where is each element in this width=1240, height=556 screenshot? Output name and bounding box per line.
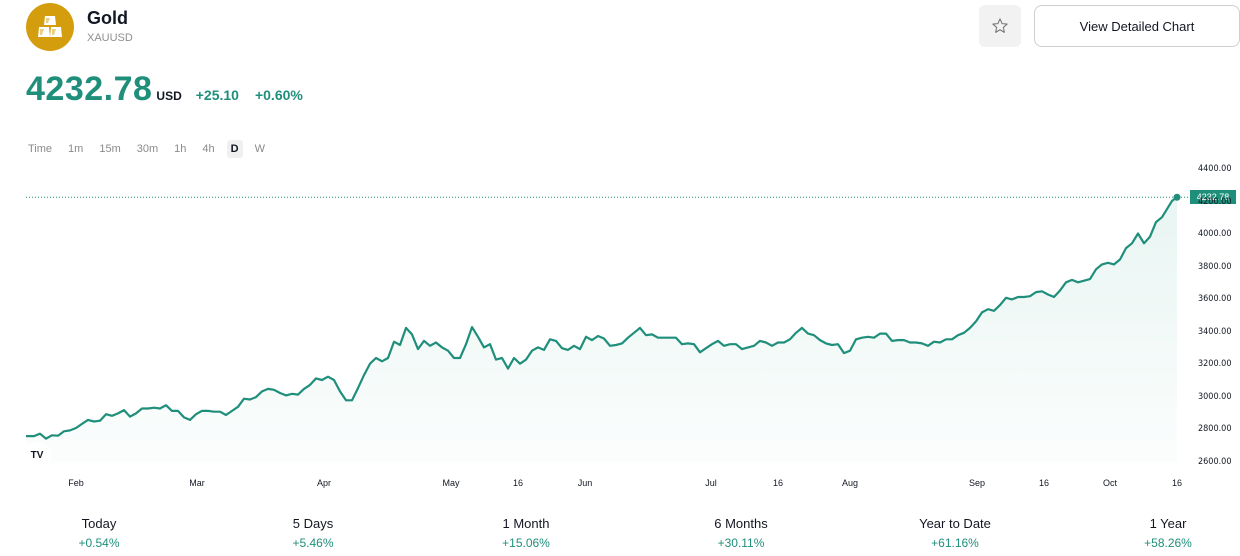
price-area-fill [26,197,1177,463]
performance-item: 6 Months +30.11% [714,516,767,550]
x-axis-tick: Aug [841,478,859,488]
interval-1m[interactable]: 1m [68,143,84,155]
x-axis-tick: Jul [705,478,717,488]
tradingview-logo-icon[interactable]: TV [22,443,52,467]
performance-value: +58.26% [1144,536,1192,550]
star-icon [992,18,1008,33]
price-change: +25.10 [195,87,239,103]
last-price-tag: 4232.78 [1190,190,1236,205]
x-axis-tick: 16 [772,478,784,488]
x-axis-tick: May [442,478,460,488]
performance-label: 5 Days [292,516,334,531]
performance-item: 1 Month +15.06% [502,516,550,550]
performance-label: 1 Month [502,516,550,531]
x-axis-tick: Apr [316,478,332,488]
y-axis-tick: 3600.00 [1198,294,1232,305]
x-axis-tick: Oct [1102,478,1118,488]
asset-symbol: XAUUSD [87,32,133,44]
y-axis-tick: 2800.00 [1198,424,1232,435]
currency-label: USD [156,89,182,103]
x-axis-tick: 16 [512,478,524,488]
interval-30m[interactable]: 30m [136,143,159,155]
y-axis-tick: 3800.00 [1198,261,1232,272]
interval-1h[interactable]: 1h [174,143,187,155]
performance-item: Year to Date +61.16% [919,516,991,550]
last-price-dot [1173,193,1181,201]
interval-selector: Time 1m 15m 30m 1h 4h D W [24,140,277,158]
performance-value: +15.06% [502,536,550,550]
header: Gold XAUUSD View Detailed Chart [0,0,1240,60]
interval-w[interactable]: W [254,143,265,155]
x-axis-tick: Feb [68,478,84,488]
asset-title: Gold [87,8,128,28]
quote-row: 4232.78 USD +25.10 +0.60% [26,70,303,109]
performance-value: +61.16% [931,536,979,550]
performance-label: Today [81,516,117,531]
y-axis-tick: 4400.00 [1198,164,1232,174]
y-axis-tick: 4200.00 [1198,196,1232,207]
performance-item: 5 Days +5.46% [292,516,333,550]
y-axis-tick: 3200.00 [1198,359,1232,370]
y-axis-tick: 3400.00 [1198,326,1232,337]
x-axis-tick: Jun [577,478,593,488]
favorite-button[interactable] [979,5,1021,47]
performance-label: Year to Date [919,516,991,531]
interval-15m[interactable]: 15m [99,143,121,155]
price-chart[interactable]: 4232.78 TV 4400.00 4200.00 4000.00 3800.00 3… [0,160,1240,500]
performance-item: 1 Year +58.26% [1144,516,1192,550]
performance-item: Today +0.54% [78,516,119,550]
price-change-percent: +0.60% [254,87,303,103]
x-axis-tick: Mar [189,478,205,488]
performance-value: +5.46% [292,536,334,550]
price-line [26,196,1178,440]
x-axis-tick: Sep [968,478,986,488]
performance-value: +0.54% [78,536,120,550]
current-price: 4232.78 [26,70,153,108]
x-axis-tick: 16 [1171,478,1183,488]
chart-canvas[interactable] [0,160,1240,500]
view-detailed-chart-button[interactable]: View Detailed Chart [1034,5,1240,47]
interval-d[interactable]: D [226,140,243,158]
performance-label: 6 Months [714,516,768,531]
performance-value: +30.11% [717,536,765,550]
y-axis-tick: 3000.00 [1198,391,1232,402]
y-axis-tick: 4000.00 [1198,229,1232,240]
x-axis-tick: 16 [1038,478,1050,488]
interval-time[interactable]: Time [28,143,53,155]
y-axis-tick: 2600.00 [1198,457,1232,467]
performance-label: 1 Year [1149,516,1187,531]
interval-4h[interactable]: 4h [202,143,215,155]
performance-summary: Today +0.54% 5 Days +5.46% 1 Month +15.06% 6 M… [0,516,1240,556]
gold-bars-icon [26,3,74,51]
